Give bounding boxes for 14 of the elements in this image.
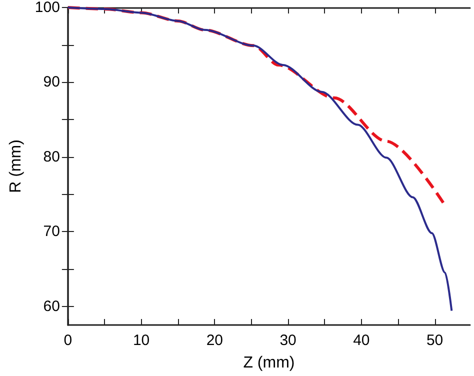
- x-tick-label: 10: [132, 332, 150, 349]
- y-tick-label: 90: [43, 74, 60, 91]
- x-tick-label: 50: [426, 332, 444, 349]
- x-axis-title: Z (mm): [243, 354, 295, 372]
- x-tick-label: 0: [64, 332, 72, 349]
- line-series: [66, 6, 453, 312]
- y-tick-label: 70: [43, 223, 60, 240]
- x-tick-label: 20: [206, 332, 224, 349]
- y-tick-label: 100: [34, 0, 60, 16]
- y-tick-label: 60: [43, 298, 60, 315]
- x-tick-label: 40: [353, 332, 370, 349]
- y-axis-title: R (mm): [8, 140, 24, 193]
- x-tick-label: 30: [280, 332, 296, 349]
- y-tick-label: 80: [43, 148, 60, 166]
